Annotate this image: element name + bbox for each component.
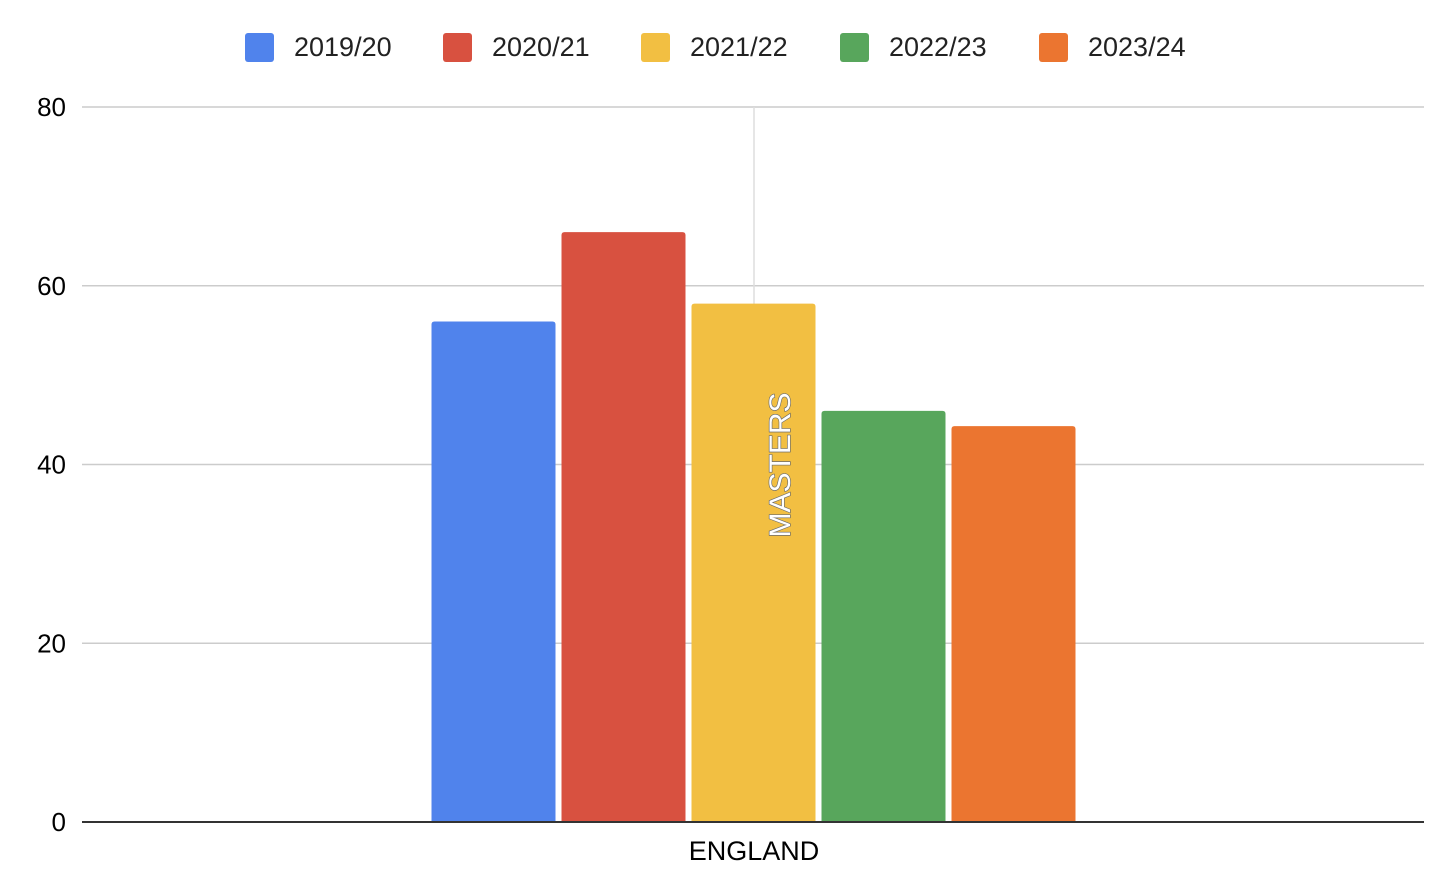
legend-label: 2023/24 — [1088, 32, 1186, 62]
bar-2023-24 — [951, 426, 1076, 822]
y-tick-label: 20 — [37, 628, 66, 658]
legend-label: 2020/21 — [492, 32, 590, 62]
bar-2019-20 — [431, 321, 556, 822]
y-tick-label: 80 — [37, 92, 66, 122]
legend-label: 2021/22 — [690, 32, 788, 62]
legend-item: 2021/22 — [641, 32, 788, 62]
legend-label: 2019/20 — [294, 32, 392, 62]
y-axis-ticks: 0 20 40 60 80 — [37, 92, 66, 837]
legend-label: 2022/23 — [889, 32, 987, 62]
legend-item: 2022/23 — [840, 32, 987, 62]
bar-2022-23 — [821, 410, 946, 822]
bar-2021-22 — [691, 303, 816, 822]
legend-item: 2020/21 — [443, 32, 590, 62]
y-tick-label: 60 — [37, 271, 66, 301]
x-category-label: ENGLAND — [689, 836, 820, 866]
legend-item: 2019/20 — [245, 32, 392, 62]
bars — [431, 232, 1076, 822]
legend-swatch — [443, 33, 472, 62]
y-tick-label: 40 — [37, 450, 66, 480]
legend-item: 2023/24 — [1039, 32, 1186, 62]
annotation-label: MASTERS — [764, 392, 797, 537]
legend-swatch — [1039, 33, 1068, 62]
legend-swatch — [245, 33, 274, 62]
legend-swatch — [641, 33, 670, 62]
bar-2020-21 — [561, 232, 686, 822]
legend: 2019/20 2020/21 2021/22 2022/23 2023/24 — [245, 32, 1186, 62]
y-tick-label: 0 — [52, 807, 66, 837]
x-axis-labels: ENGLAND — [689, 836, 820, 866]
legend-swatch — [840, 33, 869, 62]
